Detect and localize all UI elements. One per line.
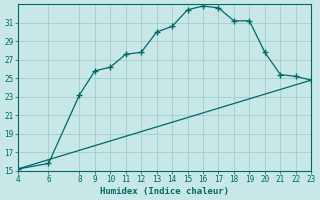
- X-axis label: Humidex (Indice chaleur): Humidex (Indice chaleur): [100, 187, 229, 196]
